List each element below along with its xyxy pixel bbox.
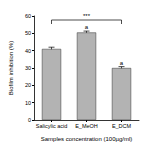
svg-text:40: 40 bbox=[25, 48, 31, 54]
svg-text:E_MeOH: E_MeOH bbox=[75, 123, 98, 129]
svg-text:50: 50 bbox=[25, 30, 31, 36]
svg-text:Salicylic acid: Salicylic acid bbox=[36, 123, 67, 129]
svg-text:***: *** bbox=[83, 13, 91, 19]
svg-text:30: 30 bbox=[25, 65, 31, 71]
svg-text:Samples concentration (100µg/m: Samples concentration (100µg/ml) bbox=[41, 136, 133, 142]
svg-text:0: 0 bbox=[28, 117, 31, 123]
svg-text:E_DCM: E_DCM bbox=[112, 123, 132, 129]
svg-text:a: a bbox=[120, 60, 124, 66]
svg-text:20: 20 bbox=[25, 82, 31, 88]
svg-text:10: 10 bbox=[25, 100, 31, 106]
svg-text:a: a bbox=[85, 24, 89, 30]
svg-text:Biofilm inhibition (%): Biofilm inhibition (%) bbox=[8, 41, 14, 95]
svg-text:60: 60 bbox=[25, 13, 31, 19]
